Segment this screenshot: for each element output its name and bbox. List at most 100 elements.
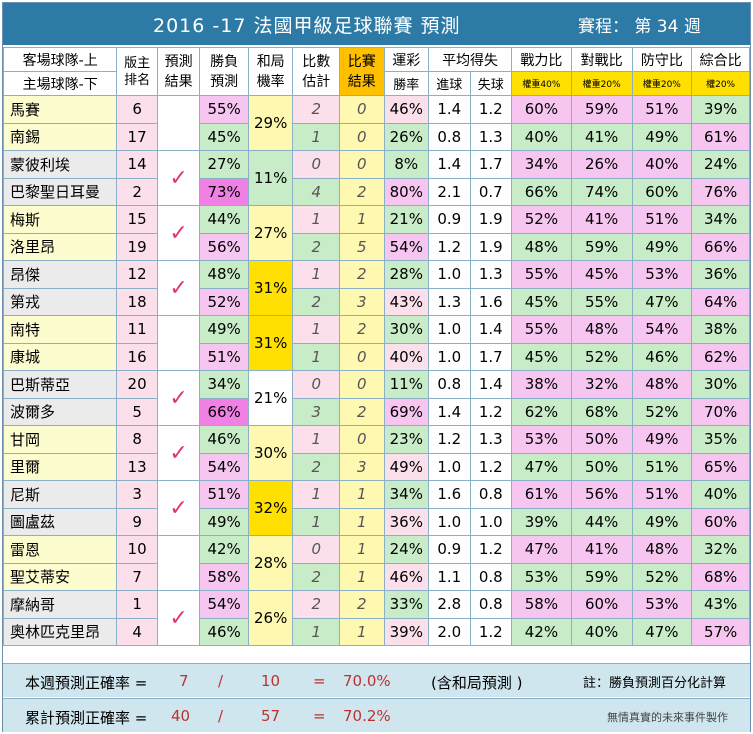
week-note: (含和局預測 ) xyxy=(431,674,523,692)
winlose-cell: 46% xyxy=(199,617,249,646)
score-estimate: 1 xyxy=(292,480,340,509)
total-ratio: 38% xyxy=(691,315,750,344)
team-name: 波爾多 xyxy=(2,397,118,426)
draw-cell: 26% xyxy=(247,590,294,646)
match-row: 雷恩 10 42% 28% 0 1 24% 0.9 1.2 47% 41% 48% 32% xyxy=(2,535,750,591)
winlose-cell: 58% xyxy=(199,562,249,591)
goals-against: 0.8 xyxy=(469,590,513,619)
total-ratio: 24% xyxy=(691,150,750,179)
match-row: 南錫 17 45% 1 0 26% 0.8 1.3 40% 41% 49% 61% xyxy=(2,122,750,151)
rank-cell: 2 xyxy=(116,177,158,206)
lottery-cell: 49% xyxy=(383,452,430,481)
goals-for: 1.2 xyxy=(428,232,471,261)
goals-for: 1.4 xyxy=(428,95,471,124)
header-goals-against: 失球 xyxy=(469,71,513,96)
goals-against: 1.3 xyxy=(469,122,513,151)
match-result: 2 xyxy=(339,315,385,344)
defense-ratio: 54% xyxy=(631,315,693,344)
team-name: 康城 xyxy=(2,342,118,371)
cum-correct: 40 xyxy=(171,707,191,725)
match-result: 1 xyxy=(339,507,385,536)
goals-for: 1.1 xyxy=(428,562,471,591)
defense-ratio: 51% xyxy=(631,95,693,124)
rank-cell: 14 xyxy=(116,150,158,179)
lottery-cell: 8% xyxy=(383,150,430,179)
rank-cell: 20 xyxy=(116,370,158,399)
score-estimate: 2 xyxy=(292,452,340,481)
page-title: 2016 -17 法國甲級足球聯賽 預測 xyxy=(153,15,461,37)
h2h-ratio: 56% xyxy=(570,480,633,509)
rank-cell: 15 xyxy=(116,205,158,234)
goals-against: 0.8 xyxy=(469,562,513,591)
winlose-cell: 44% xyxy=(199,205,249,234)
winlose-cell: 56% xyxy=(199,232,249,261)
goals-for: 1.0 xyxy=(428,452,471,481)
match-result: 1 xyxy=(339,562,385,591)
match-result: 1 xyxy=(339,617,385,646)
draw-cell: 30% xyxy=(247,425,294,481)
goals-against: 0.7 xyxy=(469,177,513,206)
lottery-cell: 34% xyxy=(383,480,430,509)
defense-ratio: 48% xyxy=(631,370,693,399)
match-row: 巴黎聖日耳曼 2 73% 4 2 80% 2.1 0.7 66% 74% 60% 76% xyxy=(2,177,750,206)
lottery-cell: 40% xyxy=(383,342,430,371)
goals-for: 0.9 xyxy=(428,205,471,234)
score-estimate: 4 xyxy=(292,177,340,206)
lottery-cell: 23% xyxy=(383,425,430,454)
header-pred: 預測結果 xyxy=(156,47,201,96)
rank-cell: 9 xyxy=(116,507,158,536)
h2h-ratio: 26% xyxy=(570,150,633,179)
goals-against: 1.2 xyxy=(469,95,513,124)
defense-ratio: 49% xyxy=(631,232,693,261)
goals-against: 1.2 xyxy=(469,617,513,646)
total-ratio: 60% xyxy=(691,507,750,536)
header-power-weight: 權重40% xyxy=(511,71,572,96)
goals-for: 1.4 xyxy=(428,397,471,426)
team-name: 昂傑 xyxy=(2,260,118,289)
rank-cell: 8 xyxy=(116,425,158,454)
goals-against: 1.2 xyxy=(469,535,513,564)
team-name: 南錫 xyxy=(2,122,118,151)
week-eq: = xyxy=(313,672,326,690)
power-ratio: 60% xyxy=(511,95,572,124)
goals-against: 1.2 xyxy=(469,397,513,426)
power-ratio: 45% xyxy=(511,342,572,371)
power-ratio: 40% xyxy=(511,122,572,151)
winlose-cell: 73% xyxy=(199,177,249,206)
match-row: 波爾多 5 66% 3 2 69% 1.4 1.2 62% 68% 52% 70% xyxy=(2,397,750,426)
goals-for: 1.6 xyxy=(428,480,471,509)
team-name: 雷恩 xyxy=(2,535,118,564)
total-ratio: 43% xyxy=(691,590,750,619)
match-row: 南特 11 49% 31% 1 2 30% 1.0 1.4 55% 48% 54% 38% xyxy=(2,315,750,371)
goals-for: 1.0 xyxy=(428,507,471,536)
defense-ratio: 40% xyxy=(631,150,693,179)
total-ratio: 30% xyxy=(691,370,750,399)
rank-cell: 6 xyxy=(116,95,158,124)
prediction-check: ✓ xyxy=(156,425,201,481)
score-estimate: 2 xyxy=(292,562,340,591)
rank-cell: 12 xyxy=(116,260,158,289)
header-result: 比賽結果 xyxy=(339,47,385,96)
match-result: 2 xyxy=(339,177,385,206)
prediction-check: ✓ xyxy=(156,590,201,646)
rank-cell: 16 xyxy=(116,342,158,371)
match-row: 蒙彼利埃 14 ✓ 27% 11% 0 0 8% 1.4 1.7 34% 26% 40% 24% xyxy=(2,150,750,206)
match-row: 巴斯蒂亞 20 ✓ 34% 21% 0 0 11% 0.8 1.4 38% 32% 48% 30% xyxy=(2,370,750,426)
defense-ratio: 53% xyxy=(631,590,693,619)
goals-against: 1.3 xyxy=(469,260,513,289)
total-ratio: 34% xyxy=(691,205,750,234)
goals-for: 1.3 xyxy=(428,287,471,316)
total-ratio: 39% xyxy=(691,95,750,124)
lottery-cell: 30% xyxy=(383,315,430,344)
team-name: 奧林匹克里昂 xyxy=(2,617,118,646)
cum-label: 累計預測正確率 = xyxy=(25,709,148,727)
match-result: 1 xyxy=(339,205,385,234)
total-ratio: 65% xyxy=(691,452,750,481)
winlose-cell: 49% xyxy=(199,507,249,536)
header-est: 比數估計 xyxy=(292,47,340,96)
cum-eq: = xyxy=(313,707,326,725)
draw-cell: 32% xyxy=(247,480,294,536)
lottery-cell: 24% xyxy=(383,535,430,564)
team-name: 第戎 xyxy=(2,287,118,316)
